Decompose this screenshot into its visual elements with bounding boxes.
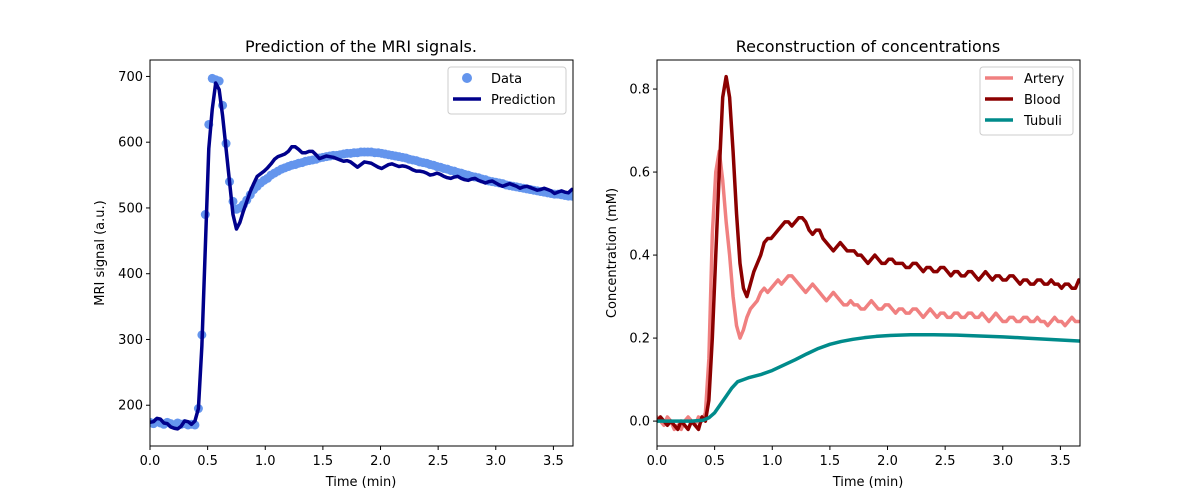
y-tick-label: 500 xyxy=(118,201,143,216)
legend-label-blood: Blood xyxy=(1024,93,1061,108)
y-tick-label: 0.4 xyxy=(629,249,650,264)
series-line-prediction xyxy=(150,81,573,431)
x-tick-label: 1.0 xyxy=(255,454,276,469)
y-tick-label: 0.6 xyxy=(629,166,650,181)
y-tick-label: 600 xyxy=(118,136,143,151)
series-line-artery xyxy=(657,149,1080,432)
y-axis-label: Concentration (mM) xyxy=(605,188,620,318)
y-ticks: 0.0 0.2 0.4 0.6 0.8 xyxy=(629,83,657,430)
chart-title: Prediction of the MRI signals. xyxy=(245,37,477,56)
series-line-tubuli xyxy=(657,333,1080,423)
x-tick-label: 1.5 xyxy=(313,454,334,469)
y-tick-label: 0.0 xyxy=(629,415,650,430)
y-axis-label: MRI signal (a.u.) xyxy=(93,200,108,305)
x-tick-label: 1.0 xyxy=(762,454,783,469)
legend-label-artery: Artery xyxy=(1024,72,1065,87)
legend-label-data: Data xyxy=(491,72,522,87)
legend-label-tubuli: Tubuli xyxy=(1023,114,1062,129)
x-ticks: 0.0 0.5 1.0 1.5 2.0 2.5 3.0 3.5 xyxy=(140,446,564,469)
x-tick-label: 3.0 xyxy=(992,454,1013,469)
axes-frame xyxy=(149,59,574,447)
y-tick-label: 200 xyxy=(118,399,143,414)
y-tick-label: 0.8 xyxy=(629,83,650,98)
legend: Data Prediction xyxy=(447,66,567,115)
x-tick-label: 3.5 xyxy=(543,454,564,469)
x-tick-label: 0.0 xyxy=(647,454,668,469)
x-tick-label: 2.0 xyxy=(877,454,898,469)
concentration-chart: Reconstruction of concentrations Time (m… xyxy=(605,37,1081,490)
x-axis-label: Time (min) xyxy=(832,475,904,490)
x-tick-label: 0.5 xyxy=(704,454,725,469)
x-tick-label: 1.5 xyxy=(820,454,841,469)
y-ticks: 200 300 400 500 600 700 xyxy=(118,70,150,414)
x-tick-label: 3.5 xyxy=(1050,454,1071,469)
plot-area xyxy=(150,73,573,431)
y-tick-label: 0.2 xyxy=(629,332,650,347)
series-line-blood xyxy=(657,74,1080,432)
signal-chart: Prediction of the MRI signals. Time (min… xyxy=(93,37,574,490)
y-tick-label: 300 xyxy=(118,333,143,348)
axes-frame xyxy=(656,59,1081,447)
x-tick-label: 2.5 xyxy=(935,454,956,469)
chart-title: Reconstruction of concentrations xyxy=(736,37,1000,56)
y-tick-label: 400 xyxy=(118,267,143,282)
legend-box xyxy=(447,66,567,115)
x-tick-label: 2.5 xyxy=(428,454,449,469)
x-tick-label: 3.0 xyxy=(485,454,506,469)
x-tick-label: 0.0 xyxy=(140,454,161,469)
x-axis-label: Time (min) xyxy=(325,475,397,490)
y-tick-label: 700 xyxy=(118,70,143,85)
legend-label-prediction: Prediction xyxy=(491,93,556,108)
x-tick-label: 0.5 xyxy=(197,454,218,469)
legend-marker-data xyxy=(462,73,472,83)
x-ticks: 0.0 0.5 1.0 1.5 2.0 2.5 3.0 3.5 xyxy=(647,446,1071,469)
x-tick-label: 2.0 xyxy=(370,454,391,469)
legend: Artery Blood Tubuli xyxy=(979,66,1074,136)
legend-box xyxy=(979,66,1074,136)
plot-area xyxy=(657,74,1080,432)
